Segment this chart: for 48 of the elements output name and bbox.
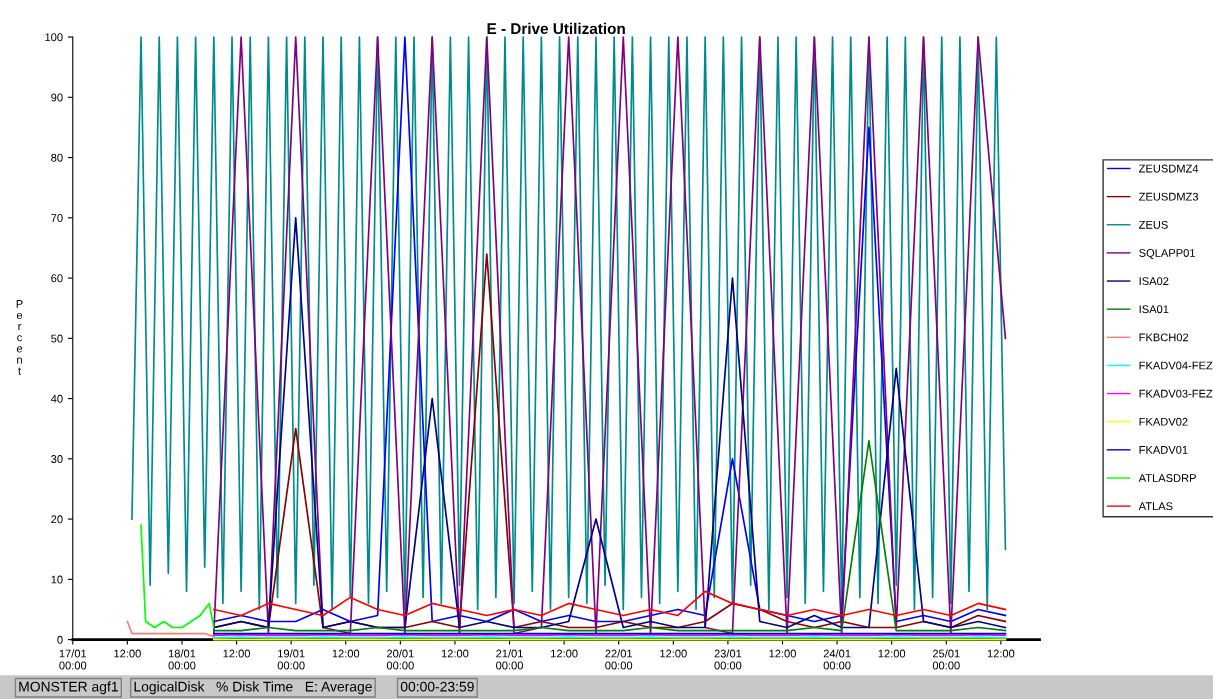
- x-tick-label: 12:00: [660, 649, 687, 658]
- y-tick-label: 70: [51, 214, 63, 222]
- y-tick-label: 30: [51, 455, 63, 463]
- x-tick-label: 25/01 00:00: [932, 649, 960, 670]
- text: 00:00-23:59: [400, 681, 474, 692]
- x-tick-label: 12:00: [551, 649, 578, 658]
- x-tick-label: 12:00: [223, 649, 251, 658]
- legend-label: FKBCH02: [1139, 333, 1189, 342]
- legend-label: FKADV04-FEZ: [1139, 361, 1213, 370]
- y-tick-label: 80: [51, 153, 63, 162]
- y-tick-label: 60: [51, 274, 63, 283]
- legend-label: SQLAPP01: [1139, 249, 1195, 259]
- y-tick-label: 20: [51, 515, 63, 524]
- y-axis-title: Percent: [16, 300, 23, 375]
- chart-title: E - Drive Utilization: [487, 22, 625, 35]
- y-tick-label: 10: [51, 575, 63, 584]
- y-tick-label: 90: [51, 93, 63, 102]
- legend-label: FKADV03-FEZ: [1139, 389, 1213, 398]
- x-tick-label: 19/01 00:00: [277, 649, 305, 670]
- x-tick-label: 18/01 00:00: [168, 649, 196, 670]
- line-series: [212, 590, 1007, 617]
- legend-label: ZEUSDMZ4: [1139, 164, 1199, 173]
- legend-label: ISA01: [1139, 305, 1169, 314]
- legend-label: FKADV02: [1139, 417, 1188, 426]
- y-tick-label: 50: [51, 334, 63, 343]
- x-tick-label: 22/01 00:00: [605, 649, 633, 670]
- x-tick-label: 12:00: [332, 649, 360, 658]
- y-tick-label: 40: [50, 394, 63, 403]
- x-tick-label: 12:00: [441, 649, 469, 658]
- legend-label: ZEUSDMZ3: [1139, 192, 1199, 201]
- legend-label: ISA02: [1139, 277, 1169, 286]
- x-tick-label: 21/01 00:00: [496, 649, 523, 670]
- x-tick-label: 12:00: [987, 649, 1015, 658]
- text: LogicalDisk % Disk Time E: Average: [134, 681, 372, 695]
- x-tick-label: 20/01 00:00: [386, 649, 414, 670]
- x-tick-label: 12:00: [769, 649, 796, 658]
- x-tick-label: 23/01 00:00: [714, 649, 742, 670]
- text: MONSTER agf1: [19, 681, 118, 695]
- legend-label: ATLAS: [1138, 502, 1173, 511]
- legend-label: ATLASDRP: [1138, 474, 1196, 482]
- y-tick-label: 0: [57, 635, 63, 644]
- x-tick-label: 12:00: [114, 649, 141, 658]
- x-tick-label: 17/01 00:00: [59, 649, 87, 670]
- x-tick-label: 12:00: [878, 649, 906, 658]
- legend-label: FKADV01: [1139, 445, 1188, 454]
- legend-label: ZEUS: [1139, 220, 1168, 229]
- x-tick-label: 24/01 00:00: [823, 649, 851, 670]
- y-tick-label: 100: [45, 33, 63, 42]
